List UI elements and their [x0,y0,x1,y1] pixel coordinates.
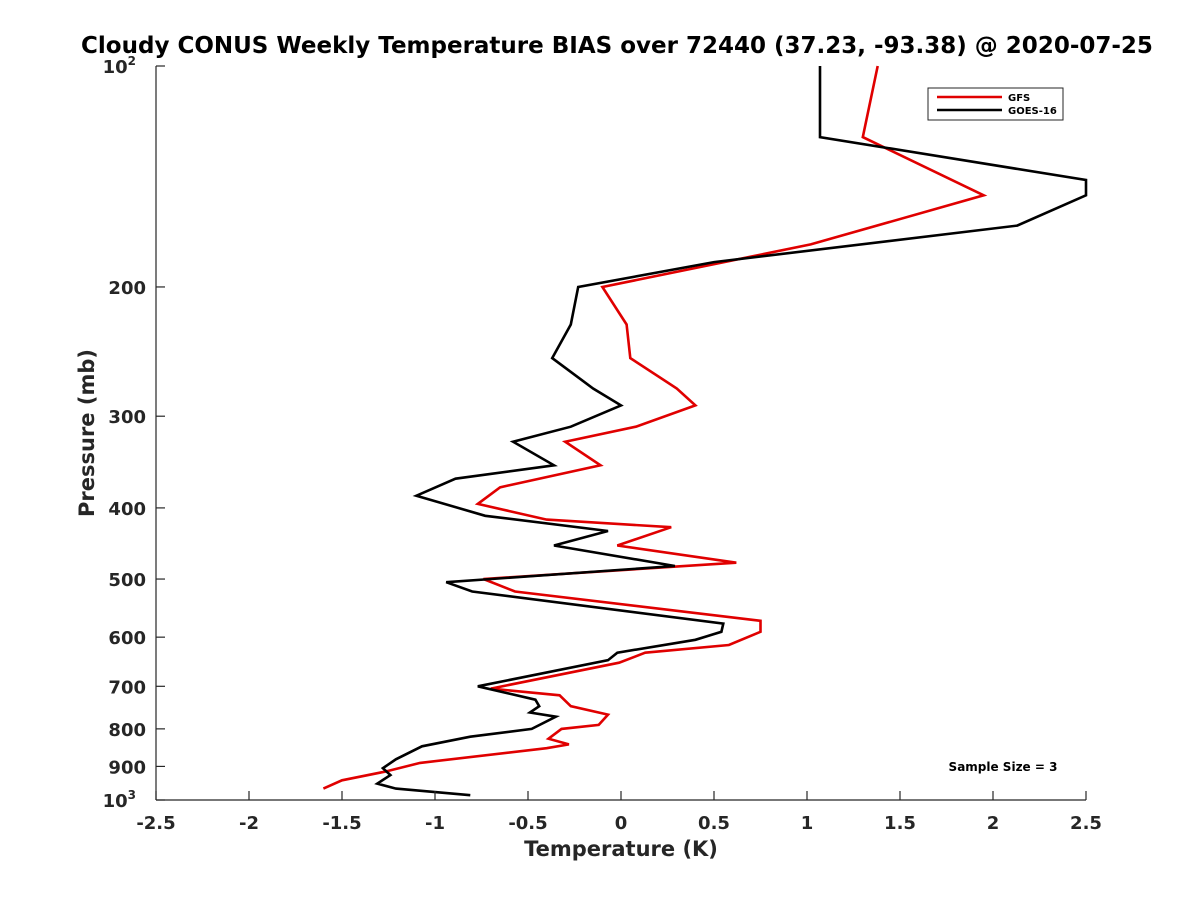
legend: GFS GOES-16 [927,87,1064,121]
legend-label-gfs: GFS [1008,93,1030,104]
x-tick-label: -1.5 [322,813,361,834]
x-tick-label: 0 [615,813,628,834]
legend-label-goes16: GOES-16 [1008,106,1057,117]
y-tick-label: 900 [108,757,146,778]
sample-size-annotation: Sample Size = 3 [949,760,1058,774]
y-tick-label: 300 [108,407,146,428]
y-tick-label: 103 [103,788,136,812]
x-tick-label: 2.5 [1070,813,1102,834]
x-tick-label: 0.5 [698,813,730,834]
x-tick-label: -0.5 [508,813,547,834]
chart-title: Cloudy CONUS Weekly Temperature BIAS ove… [81,33,1153,59]
y-tick-label: 400 [108,499,146,520]
x-axis-ticks: -2.5 -2 -1.5 -1 -0.5 0 0.5 1 1.5 2 2.5 [136,791,1102,834]
y-tick-label: 102 [103,54,136,78]
y-tick-label: 600 [108,628,146,649]
x-tick-label: -2.5 [136,813,175,834]
x-axis-label: Temperature (K) [524,837,718,861]
x-tick-label: -2 [239,813,259,834]
y-tick-label: 800 [108,720,146,741]
y-tick-label: 700 [108,677,146,698]
x-tick-label: 1.5 [884,813,916,834]
series-line-goes16 [374,66,1088,797]
x-tick-label: -1 [425,813,445,834]
plot-area [322,65,1088,797]
y-axis-label: Pressure (mb) [75,349,99,517]
y-tick-label: 500 [108,570,146,591]
legend-box [927,87,1064,121]
series-line-gfs [322,65,988,790]
y-axis-ticks: 102 200 300 400 500 600 700 800 900 103 [103,54,165,812]
x-tick-label: 2 [987,813,1000,834]
x-tick-label: 1 [801,813,814,834]
y-tick-label: 200 [108,278,146,299]
